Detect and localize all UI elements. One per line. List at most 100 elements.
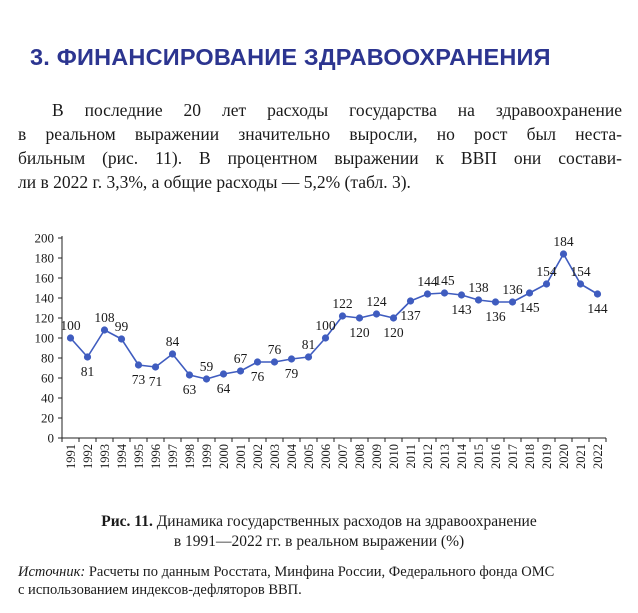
data-point-1991 [66, 334, 75, 342]
data-label-1994: 99 [115, 319, 129, 334]
x-tick-label: 1998 [183, 444, 197, 469]
caption-line-2: в 1991—2022 гг. в реальном выражении (%) [173, 533, 465, 550]
data-label-2003: 76 [268, 342, 282, 357]
data-point-1993 [100, 326, 109, 334]
caption-line-1: Рис. 11. Динамика государственных расход… [0, 512, 638, 532]
data-label-1995: 73 [132, 372, 146, 387]
data-label-2017: 136 [502, 282, 523, 297]
data-label-2015: 138 [468, 280, 489, 295]
figure-caption: Рис. 11. Динамика государственных расход… [0, 512, 638, 552]
data-point-2010 [389, 314, 398, 322]
data-label-2004: 79 [285, 366, 299, 381]
paragraph-line-3: бильным (рис. 11). В процентном выражени… [18, 148, 622, 168]
data-label-1991: 100 [60, 318, 81, 333]
x-tick-label: 2015 [472, 444, 486, 469]
data-point-2001 [236, 367, 245, 375]
y-tick-label: 80 [41, 351, 54, 366]
data-point-2004 [287, 355, 296, 363]
data-label-2021: 154 [570, 264, 591, 279]
data-label-1992: 81 [81, 364, 95, 379]
data-point-2016 [491, 298, 500, 306]
data-label-2012: 144 [417, 274, 438, 289]
x-tick-label: 2008 [353, 444, 367, 469]
data-point-1997 [168, 350, 177, 358]
paragraph-line-4: ли в 2022 г. 3,3%, а общие расходы — 5,2… [18, 172, 411, 192]
source-line-1: Источник: Расчеты по данным Росстата, Ми… [18, 563, 628, 581]
x-tick-label: 2000 [217, 444, 231, 469]
y-tick-label: 160 [35, 271, 55, 286]
x-tick-label: 2007 [336, 444, 350, 469]
y-tick-label: 120 [35, 311, 55, 326]
data-label-2011: 137 [400, 308, 421, 323]
data-label-1996: 71 [149, 374, 163, 389]
x-tick-label: 2017 [506, 444, 520, 469]
caption-text: Динамика государственных расходов на здр… [152, 513, 537, 530]
series-line [69, 253, 598, 380]
x-tick-label: 1991 [64, 444, 78, 469]
data-point-2008 [355, 314, 364, 322]
data-label-1999: 59 [200, 359, 214, 374]
x-tick-label: 1996 [149, 444, 163, 469]
data-point-1994 [117, 335, 126, 343]
data-point-2011 [406, 297, 415, 305]
data-label-1997: 84 [166, 334, 180, 349]
paragraph-line-2: в реальном выражении значительно выросли… [18, 124, 622, 144]
x-tick-label: 2018 [523, 444, 537, 469]
data-label-2007: 122 [332, 296, 352, 311]
data-point-2012 [423, 290, 432, 298]
data-label-2000: 64 [217, 381, 231, 396]
x-tick-label: 2010 [387, 444, 401, 469]
data-point-1999 [202, 375, 211, 383]
data-label-2006: 100 [315, 318, 336, 333]
data-point-1996 [151, 363, 160, 371]
source-line-2: с использованием индексов-дефляторов ВВП… [18, 582, 302, 598]
data-point-1995 [134, 361, 143, 369]
data-label-2020: 184 [553, 234, 574, 249]
health-spending-line-chart: 0 20 40 60 80 100 120 140 160 180 200 1991 1992 1993… [35, 231, 608, 470]
x-tick-label: 1997 [166, 444, 180, 469]
data-label-2005: 81 [302, 337, 316, 352]
source-text: Расчеты по данным Росстата, Минфина Росс… [85, 564, 555, 580]
data-label-1993: 108 [94, 310, 115, 325]
x-tick-label: 2005 [302, 444, 316, 469]
data-point-2014 [457, 291, 466, 299]
data-point-2005 [304, 353, 313, 361]
x-tick-label: 2014 [455, 443, 469, 469]
x-tick-label: 2016 [489, 444, 503, 469]
data-label-2001: 67 [234, 351, 248, 366]
y-tick-label: 180 [35, 251, 55, 266]
data-label-2010: 120 [383, 325, 404, 340]
y-tick-label: 40 [41, 391, 54, 406]
data-point-1998 [185, 371, 194, 379]
body-paragraph: В последние 20 лет расходы государства н… [18, 98, 622, 194]
data-label-2022: 144 [587, 301, 608, 316]
data-point-2002 [253, 358, 262, 366]
paragraph-line-1: В последние 20 лет расходы государства н… [52, 100, 622, 120]
y-tick-label: 100 [35, 331, 55, 346]
x-axis-ticks: 1991 1992 1993 1994 1995 1996 1997 1998 1999 2000… [61, 438, 607, 469]
data-point-2013 [440, 289, 449, 297]
x-tick-label: 2006 [319, 444, 333, 469]
data-label-2008: 120 [349, 325, 370, 340]
x-tick-label: 2003 [268, 444, 282, 469]
data-point-2020 [559, 250, 568, 258]
series-markers [66, 250, 602, 383]
y-tick-label: 60 [41, 371, 54, 386]
data-point-2000 [219, 370, 228, 378]
x-tick-label: 1995 [132, 444, 146, 469]
x-tick-label: 2022 [591, 444, 605, 469]
x-tick-label: 2013 [438, 444, 452, 469]
data-label-2018: 145 [519, 300, 540, 315]
x-tick-label: 2021 [574, 444, 588, 469]
data-point-2018 [525, 289, 534, 297]
y-tick-label: 200 [35, 231, 55, 246]
data-point-1992 [83, 353, 92, 361]
data-label-2013: 145 [434, 273, 455, 288]
x-tick-label: 1993 [98, 444, 112, 469]
data-label-2002: 76 [251, 369, 265, 384]
x-tick-label: 2009 [370, 444, 384, 469]
data-point-2017 [508, 298, 517, 306]
x-tick-label: 2004 [285, 443, 299, 469]
x-tick-label: 2012 [421, 444, 435, 469]
